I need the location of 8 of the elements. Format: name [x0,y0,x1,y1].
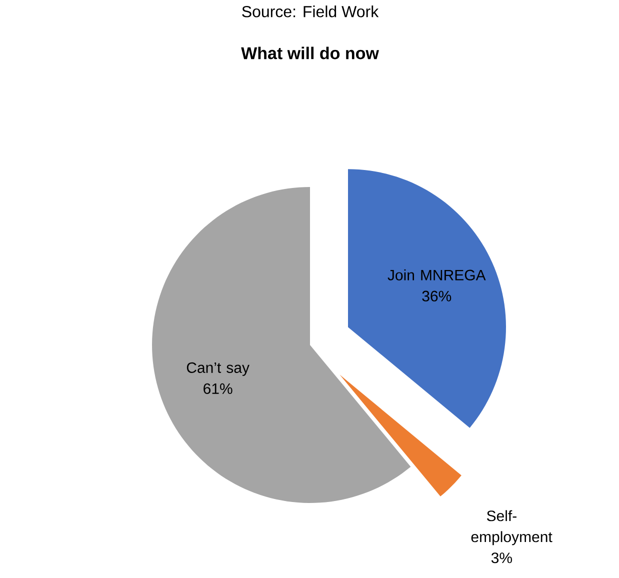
data-label: 61% [204,383,232,394]
source-note: Source: Field Work [242,6,379,18]
data-label: 36% [422,290,452,302]
slice-label: Join MNREGA [388,269,486,280]
slice-label: Can’t say [186,362,250,376]
chart-title: What will do now [241,46,379,60]
slice-label: Self-employment [471,510,552,546]
data-label: 3% [491,552,512,564]
